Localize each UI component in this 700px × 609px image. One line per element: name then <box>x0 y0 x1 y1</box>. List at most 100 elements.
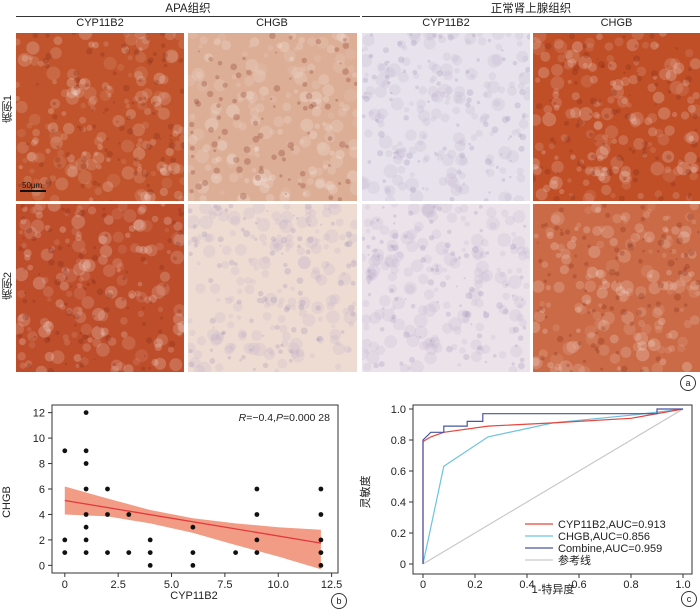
texture-blob <box>278 315 286 323</box>
texture-blob <box>568 80 572 84</box>
texture-nucleus <box>240 92 246 98</box>
texture-nucleus <box>121 298 125 302</box>
texture-blob <box>404 107 409 112</box>
texture-nucleus <box>106 138 109 141</box>
scatter-ytick-label: 6 <box>39 484 45 496</box>
texture-blob <box>328 112 335 119</box>
texture-nucleus <box>202 180 208 186</box>
texture-blob <box>518 83 525 90</box>
texture-blob <box>571 236 577 242</box>
texture-nucleus <box>213 327 215 329</box>
texture-blob <box>689 271 695 277</box>
texture-blob <box>605 42 614 51</box>
texture-nucleus <box>584 290 587 293</box>
texture-nucleus <box>465 102 470 107</box>
texture-blob <box>126 104 131 109</box>
texture-nucleus <box>79 363 84 368</box>
texture-blob <box>229 314 234 319</box>
roc-xlabel: 1-特异度 <box>532 582 575 596</box>
texture-blob <box>434 288 439 293</box>
texture-blob <box>419 86 427 94</box>
texture-nucleus <box>346 231 352 237</box>
texture-nucleus <box>80 356 82 358</box>
texture-nucleus <box>23 249 25 251</box>
scatter-point <box>191 525 196 530</box>
texture-nucleus <box>65 152 70 157</box>
texture-nucleus <box>262 335 264 337</box>
texture-blob <box>168 347 174 353</box>
texture-nucleus <box>244 158 251 165</box>
texture-blob <box>52 80 57 85</box>
scatter-ytick-label: 8 <box>39 459 45 471</box>
texture-blob <box>338 108 347 117</box>
texture-nucleus <box>328 136 333 141</box>
texture-nucleus <box>341 330 344 333</box>
texture-blob <box>375 86 387 98</box>
texture-nucleus <box>368 254 370 256</box>
texture-blob <box>211 173 222 184</box>
texture-blob <box>248 343 261 356</box>
texture-blob <box>252 168 256 172</box>
texture-nucleus <box>45 34 49 38</box>
texture-nucleus <box>154 80 159 85</box>
texture-blob <box>650 162 664 176</box>
texture-blob <box>215 312 226 323</box>
texture-blob <box>43 286 54 297</box>
scatter-point <box>84 410 89 415</box>
texture-blob <box>339 234 346 241</box>
texture-blob <box>544 105 553 114</box>
texture-nucleus <box>609 64 612 67</box>
texture-nucleus <box>48 259 55 266</box>
texture-nucleus <box>636 310 642 316</box>
roc-ytick-label: 1.0 <box>391 404 406 416</box>
texture-nucleus <box>465 70 469 74</box>
texture-blob <box>596 241 604 249</box>
texture-nucleus <box>455 78 458 81</box>
texture-nucleus <box>198 51 200 53</box>
texture-blob <box>264 302 270 308</box>
texture-blob <box>500 167 507 174</box>
texture-nucleus <box>138 78 142 82</box>
texture-nucleus <box>210 318 216 324</box>
texture-nucleus <box>217 115 221 119</box>
texture-nucleus <box>607 169 614 176</box>
texture-blob <box>237 289 243 295</box>
texture-nucleus <box>602 143 606 147</box>
scatter-point <box>62 448 67 453</box>
texture-nucleus <box>520 275 524 279</box>
texture-blob <box>92 42 99 49</box>
texture-nucleus <box>464 277 466 279</box>
texture-nucleus <box>674 294 681 301</box>
texture-nucleus <box>383 179 387 183</box>
texture-nucleus <box>557 172 559 174</box>
texture-blob <box>158 307 163 312</box>
texture-blob <box>198 44 202 48</box>
texture-nucleus <box>23 268 25 270</box>
texture-blob <box>377 63 385 71</box>
texture-blob <box>478 37 486 45</box>
texture-nucleus <box>642 250 645 253</box>
texture-blob <box>519 319 527 327</box>
texture-nucleus <box>550 137 555 142</box>
texture-blob <box>618 135 628 145</box>
texture-nucleus <box>241 355 246 360</box>
texture-nucleus <box>293 215 295 217</box>
texture-blob <box>260 96 265 101</box>
texture-nucleus <box>309 70 313 74</box>
texture-nucleus <box>159 265 164 270</box>
texture-blob <box>80 79 86 85</box>
texture-nucleus <box>208 278 213 283</box>
texture-blob <box>173 124 183 134</box>
texture-blob <box>414 314 428 328</box>
texture-blob <box>542 329 547 334</box>
texture-blob <box>363 363 372 372</box>
texture-blob <box>610 335 619 344</box>
texture-blob <box>278 298 284 304</box>
texture-nucleus <box>84 287 87 290</box>
scatter-ytick-label: 2 <box>39 535 45 547</box>
texture-nucleus <box>278 349 283 354</box>
texture-nucleus <box>159 138 161 140</box>
texture-blob <box>684 152 696 164</box>
texture-nucleus <box>229 260 235 266</box>
texture-nucleus <box>215 75 219 79</box>
